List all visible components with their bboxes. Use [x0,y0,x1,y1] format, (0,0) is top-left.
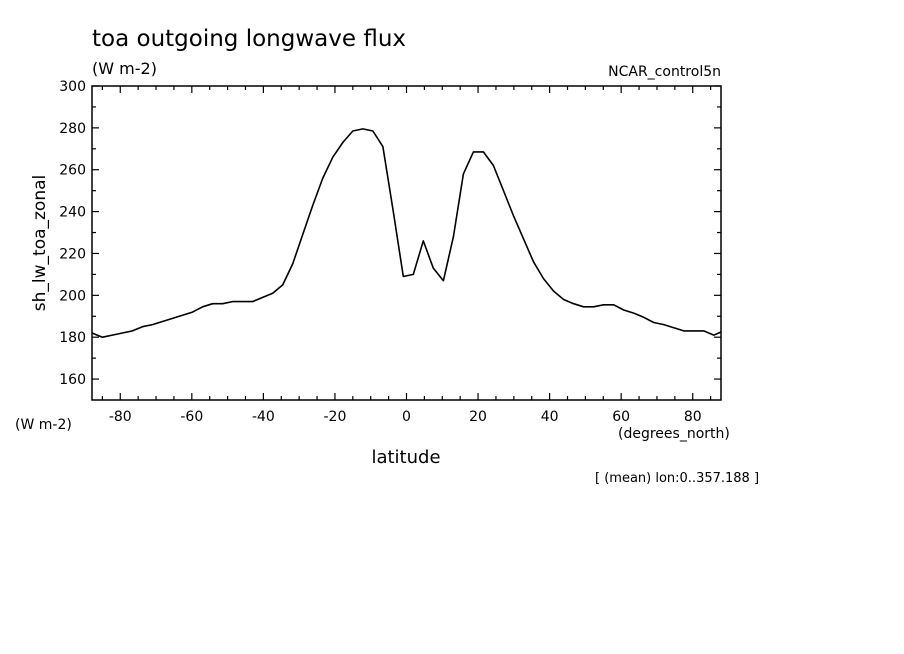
plot-frame [91,85,722,401]
series-line [92,128,721,338]
x-tick-label: -60 [180,409,203,425]
y-tick-label: 280 [59,121,86,137]
x-tick-label: 20 [469,409,487,425]
x-axis-label: latitude [371,447,440,468]
x-tick-label: -80 [109,409,132,425]
chart-title: toa outgoing longwave flux [92,26,406,52]
y-tick-label: 260 [59,163,86,179]
y-tick-label: 300 [59,79,86,95]
x-tick-label: 40 [541,409,559,425]
axis-tick-labels: -80 -60 -40 -20 0 20 40 60 80 160 180 200 220 240 260 2… [59,79,701,425]
x-tick-label: -40 [252,409,275,425]
chart-subtitle: (W m-2) [92,59,157,78]
y-tick-label: 180 [59,330,86,346]
y-axis-label-group: sh_lw_toa_zonal [30,175,50,311]
x-tick-label: -20 [324,409,347,425]
x-units-label: (degrees_north) [618,426,730,442]
y-tick-label: 240 [59,205,86,221]
source-label: NCAR_control5n [608,64,721,80]
axis-ticks [92,85,721,400]
x-tick-label: 80 [684,409,702,425]
y-tick-label: 200 [59,288,86,304]
x-tick-label: 0 [402,409,411,425]
y-tick-label: 220 [59,246,86,262]
x-tick-label: 60 [612,409,630,425]
y-units-label: (W m-2) [15,417,72,433]
y-axis-label: sh_lw_toa_zonal [30,175,50,311]
y-tick-label: 160 [59,372,86,388]
footer-note: [ (mean) lon:0..357.188 ] [595,471,759,486]
